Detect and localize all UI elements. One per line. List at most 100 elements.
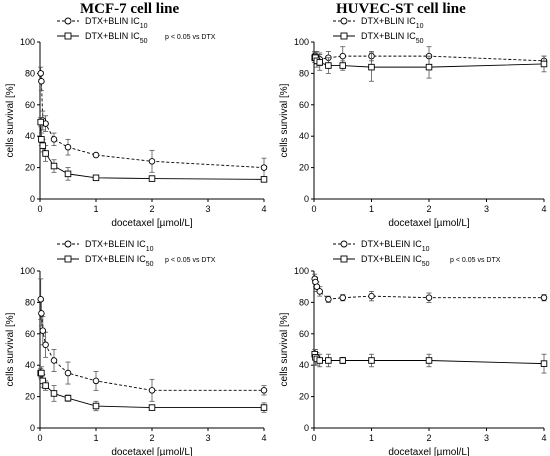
- series-line: [40, 73, 265, 169]
- legend-entry: DTX+BLEIN IC10: [333, 239, 430, 253]
- legend-entry: DTX+BLEIN IC10: [57, 239, 154, 253]
- data-point: [339, 357, 347, 364]
- data-point: [64, 394, 72, 402]
- data-point: [38, 310, 45, 317]
- legend-label: DTX+BLEIN IC50: [361, 254, 430, 268]
- legend-label: DTX+BLIN IC10: [361, 16, 424, 30]
- y-tick-label: 40: [299, 360, 309, 370]
- data-point: [148, 158, 156, 165]
- y-tick-label: 100: [294, 37, 309, 47]
- y-axis-label: cells survival [%]: [279, 312, 290, 386]
- x-tick-label: 2: [149, 433, 154, 443]
- series-ic50: [311, 52, 548, 82]
- data-point: [92, 151, 100, 159]
- data-point: [425, 294, 433, 301]
- data-point: [38, 369, 45, 377]
- data-point: [425, 357, 433, 364]
- data-point: [92, 174, 100, 182]
- significance-note: p < 0.05 vs DTX: [450, 257, 501, 264]
- legend-label: DTX+BLEIN IC10: [85, 239, 154, 253]
- data-point: [37, 296, 44, 303]
- data-point: [316, 357, 324, 364]
- y-tick-label: 0: [30, 423, 35, 433]
- x-tick-label: 0: [311, 204, 316, 214]
- y-tick-label: 40: [299, 131, 309, 141]
- x-tick-label: 1: [93, 433, 98, 443]
- legend-entry: DTX+BLIN IC10: [57, 16, 148, 30]
- data-point: [325, 296, 332, 303]
- x-tick-label: 4: [261, 433, 266, 443]
- y-tick-label: 40: [25, 360, 35, 370]
- data-point: [50, 357, 58, 364]
- data-point: [540, 360, 548, 367]
- data-point: [425, 63, 433, 71]
- legend-marker: [64, 240, 72, 248]
- x-tick-label: 0: [37, 204, 42, 214]
- data-point: [38, 77, 45, 85]
- data-point: [540, 294, 548, 301]
- data-point: [368, 357, 375, 364]
- x-tick-label: 2: [426, 433, 431, 443]
- data-point: [368, 292, 375, 300]
- data-point: [42, 382, 49, 389]
- data-point: [325, 357, 332, 364]
- data-point: [92, 377, 100, 385]
- data-point: [260, 404, 268, 411]
- x-axis-label: docetaxel [µmol/L]: [111, 447, 193, 456]
- legend-entry: DTX+BLEIN IC50: [57, 254, 154, 268]
- data-point: [64, 369, 72, 377]
- legend-marker: [340, 240, 348, 248]
- legend-entry: DTX+BLIN IC50: [333, 31, 424, 45]
- legend-entry: DTX+BLIN IC50: [57, 31, 148, 45]
- chart-panel-bottom-right: 0 20 40 60 80 100 0 1 2 3 4 docetaxel [µmol/L] cells…: [279, 239, 548, 456]
- y-tick-label: 20: [299, 163, 309, 173]
- data-point: [64, 170, 72, 178]
- legend-label: DTX+BLEIN IC50: [85, 254, 154, 268]
- data-point: [37, 118, 44, 126]
- x-axis-label: docetaxel [µmol/L]: [388, 218, 470, 229]
- data-point: [50, 162, 58, 170]
- legend-label: DTX+BLIN IC50: [361, 31, 424, 45]
- data-point: [42, 341, 49, 349]
- x-tick-label: 3: [205, 204, 210, 214]
- y-tick-label: 80: [25, 68, 35, 78]
- x-tick-label: 3: [205, 433, 210, 443]
- series-ic10: [37, 66, 268, 178]
- data-point: [50, 136, 58, 143]
- data-point: [339, 294, 347, 301]
- y-axis-label: cells survival [%]: [5, 312, 16, 386]
- data-point: [339, 52, 347, 60]
- y-tick-label: 0: [30, 194, 35, 204]
- chart-panel-top-left: 0 20 40 60 80 100 0 1 2 3 4 docetaxel [µmol/L] cells…: [5, 16, 268, 229]
- legend-entry: DTX+BLIN IC10: [333, 16, 424, 30]
- x-tick-label: 0: [37, 433, 42, 443]
- data-point: [148, 404, 156, 411]
- legend-marker: [64, 17, 72, 25]
- y-tick-label: 20: [25, 163, 35, 173]
- legend-marker: [340, 32, 348, 40]
- data-point: [368, 63, 375, 71]
- x-tick-label: 1: [369, 433, 374, 443]
- y-tick-label: 0: [304, 194, 309, 204]
- series-line: [40, 299, 264, 391]
- data-point: [339, 62, 347, 69]
- x-tick-label: 2: [426, 204, 431, 214]
- x-tick-label: 1: [93, 204, 98, 214]
- data-point: [39, 327, 47, 334]
- x-tick-label: 0: [311, 433, 316, 443]
- data-point: [260, 164, 268, 171]
- x-tick-label: 3: [484, 204, 489, 214]
- chart-panel-top-right: 0 20 40 60 80 100 0 1 2 3 4 docetaxel [µmol/L] cells…: [279, 16, 548, 229]
- data-point: [50, 390, 58, 397]
- column-title-mcf7: MCF-7 cell line: [80, 1, 180, 17]
- y-tick-label: 80: [299, 68, 309, 78]
- series-ic50: [37, 116, 268, 183]
- legend-marker: [340, 17, 348, 25]
- data-point: [38, 136, 45, 143]
- chart-panel-bottom-left: 0 20 40 60 80 100 0 1 2 3 4 docetaxel [µmol/L] cells…: [5, 239, 268, 456]
- y-tick-label: 20: [299, 392, 309, 402]
- y-tick-label: 80: [25, 297, 35, 307]
- data-point: [42, 150, 49, 157]
- legend-marker: [340, 255, 348, 263]
